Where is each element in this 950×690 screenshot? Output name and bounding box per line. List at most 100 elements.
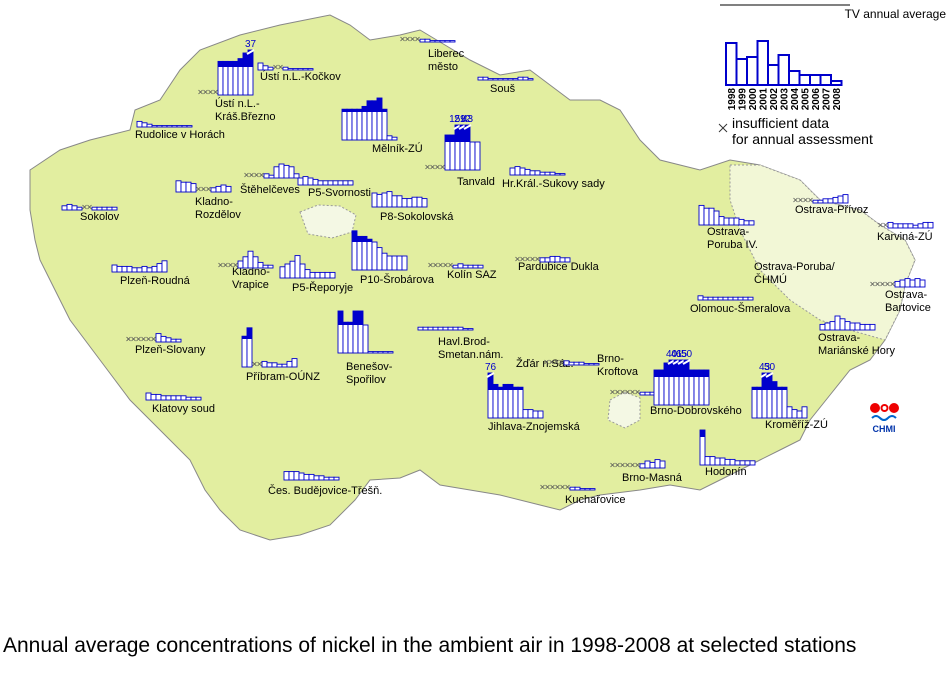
bar-body xyxy=(432,326,439,331)
bar-body xyxy=(171,125,178,128)
overflow-label: 50 xyxy=(681,349,693,360)
legend-sample-bar xyxy=(830,80,843,86)
insufficient-mark xyxy=(880,281,885,287)
bar-body xyxy=(822,198,829,204)
bar-body xyxy=(718,216,725,226)
bar-body xyxy=(522,409,529,419)
insufficient-mark xyxy=(565,484,570,490)
station-bar xyxy=(220,184,227,193)
bar-body xyxy=(151,125,158,128)
station-bar xyxy=(839,318,846,331)
bar-body xyxy=(417,326,424,331)
cross-stroke xyxy=(433,262,438,268)
station-bar xyxy=(406,198,413,208)
bar-body xyxy=(522,76,529,81)
bar-body xyxy=(376,247,383,271)
insufficient-mark xyxy=(549,359,554,365)
bar-body xyxy=(351,108,358,141)
station-bar xyxy=(907,223,914,229)
bar-body xyxy=(824,322,831,331)
station-bar xyxy=(309,271,316,279)
bar-body xyxy=(329,271,336,279)
bar-body xyxy=(497,78,504,81)
station-bar xyxy=(322,180,329,186)
bar-body xyxy=(266,362,273,368)
bar-body xyxy=(175,395,182,401)
overflow-break xyxy=(246,49,255,55)
bar-body xyxy=(170,338,177,343)
insufficient-mark xyxy=(798,197,803,203)
insufficient-mark xyxy=(82,204,87,210)
station-label: Brno-Dobrovského xyxy=(650,405,742,417)
bar-body xyxy=(579,488,586,491)
insufficient-mark xyxy=(278,64,283,70)
bar-body xyxy=(728,217,735,226)
bar-body xyxy=(907,223,914,229)
station-bar xyxy=(714,457,721,466)
station-bar xyxy=(381,252,388,271)
station-bar xyxy=(593,363,600,366)
station-bar xyxy=(294,255,301,279)
bar-exceed xyxy=(772,381,777,390)
station-bar xyxy=(391,255,398,271)
bar-exceed xyxy=(348,322,353,325)
bar-exceed xyxy=(352,109,357,112)
bar-body xyxy=(487,78,494,81)
station-label: Rozdělov xyxy=(195,209,241,221)
overflow-label: 65 xyxy=(676,349,688,360)
bar-body xyxy=(914,278,921,288)
bar-exceed xyxy=(460,125,465,142)
cross-stroke xyxy=(146,336,151,342)
station-bar xyxy=(702,296,709,301)
station-bar xyxy=(145,392,152,401)
station-label: Klatovy soud xyxy=(152,403,215,415)
station-bar xyxy=(733,217,740,226)
insufficient-mark xyxy=(625,389,630,395)
bar-body xyxy=(126,265,133,273)
station-bar xyxy=(579,488,586,491)
bar-body xyxy=(307,177,314,186)
station-bar xyxy=(748,220,755,226)
cross-stroke xyxy=(126,336,131,342)
logo-text: CHMI xyxy=(873,424,896,434)
insufficient-mark xyxy=(550,484,555,490)
bar-body xyxy=(309,271,316,279)
station-bar xyxy=(737,296,744,301)
bar-exceed xyxy=(343,322,348,325)
station-bar xyxy=(66,203,73,211)
bar-body xyxy=(146,267,153,273)
bar-body xyxy=(817,199,824,204)
station-label: Benešov- xyxy=(346,361,393,373)
station-bar xyxy=(549,255,556,263)
cross-stroke xyxy=(244,172,249,178)
station-bar xyxy=(796,410,803,419)
bar-body xyxy=(161,260,168,273)
bar-body xyxy=(472,264,479,269)
bar-body xyxy=(927,221,934,229)
station-bar xyxy=(371,241,378,271)
station-bar xyxy=(190,396,197,401)
insufficient-mark xyxy=(610,462,615,468)
station-bar xyxy=(497,78,504,81)
bar-body xyxy=(844,321,851,331)
bar-body xyxy=(287,68,294,71)
bar-body xyxy=(121,265,128,273)
bar-body xyxy=(714,457,721,466)
station-bar xyxy=(337,310,344,354)
bar-body xyxy=(842,194,849,204)
station-bar xyxy=(297,177,304,186)
station-bar xyxy=(569,486,576,491)
station-bar xyxy=(909,279,916,288)
insufficient-mark xyxy=(520,256,525,262)
station-bar xyxy=(474,141,481,171)
insufficient-mark xyxy=(196,186,201,192)
insufficient-mark xyxy=(201,186,206,192)
station-bar xyxy=(844,321,851,331)
station-bar xyxy=(927,221,934,229)
bar-body xyxy=(416,196,423,208)
bar-body xyxy=(247,250,254,269)
cross-stroke xyxy=(428,262,433,268)
station-bar xyxy=(719,457,726,466)
bar-body xyxy=(252,256,259,269)
bar-body xyxy=(574,486,581,491)
